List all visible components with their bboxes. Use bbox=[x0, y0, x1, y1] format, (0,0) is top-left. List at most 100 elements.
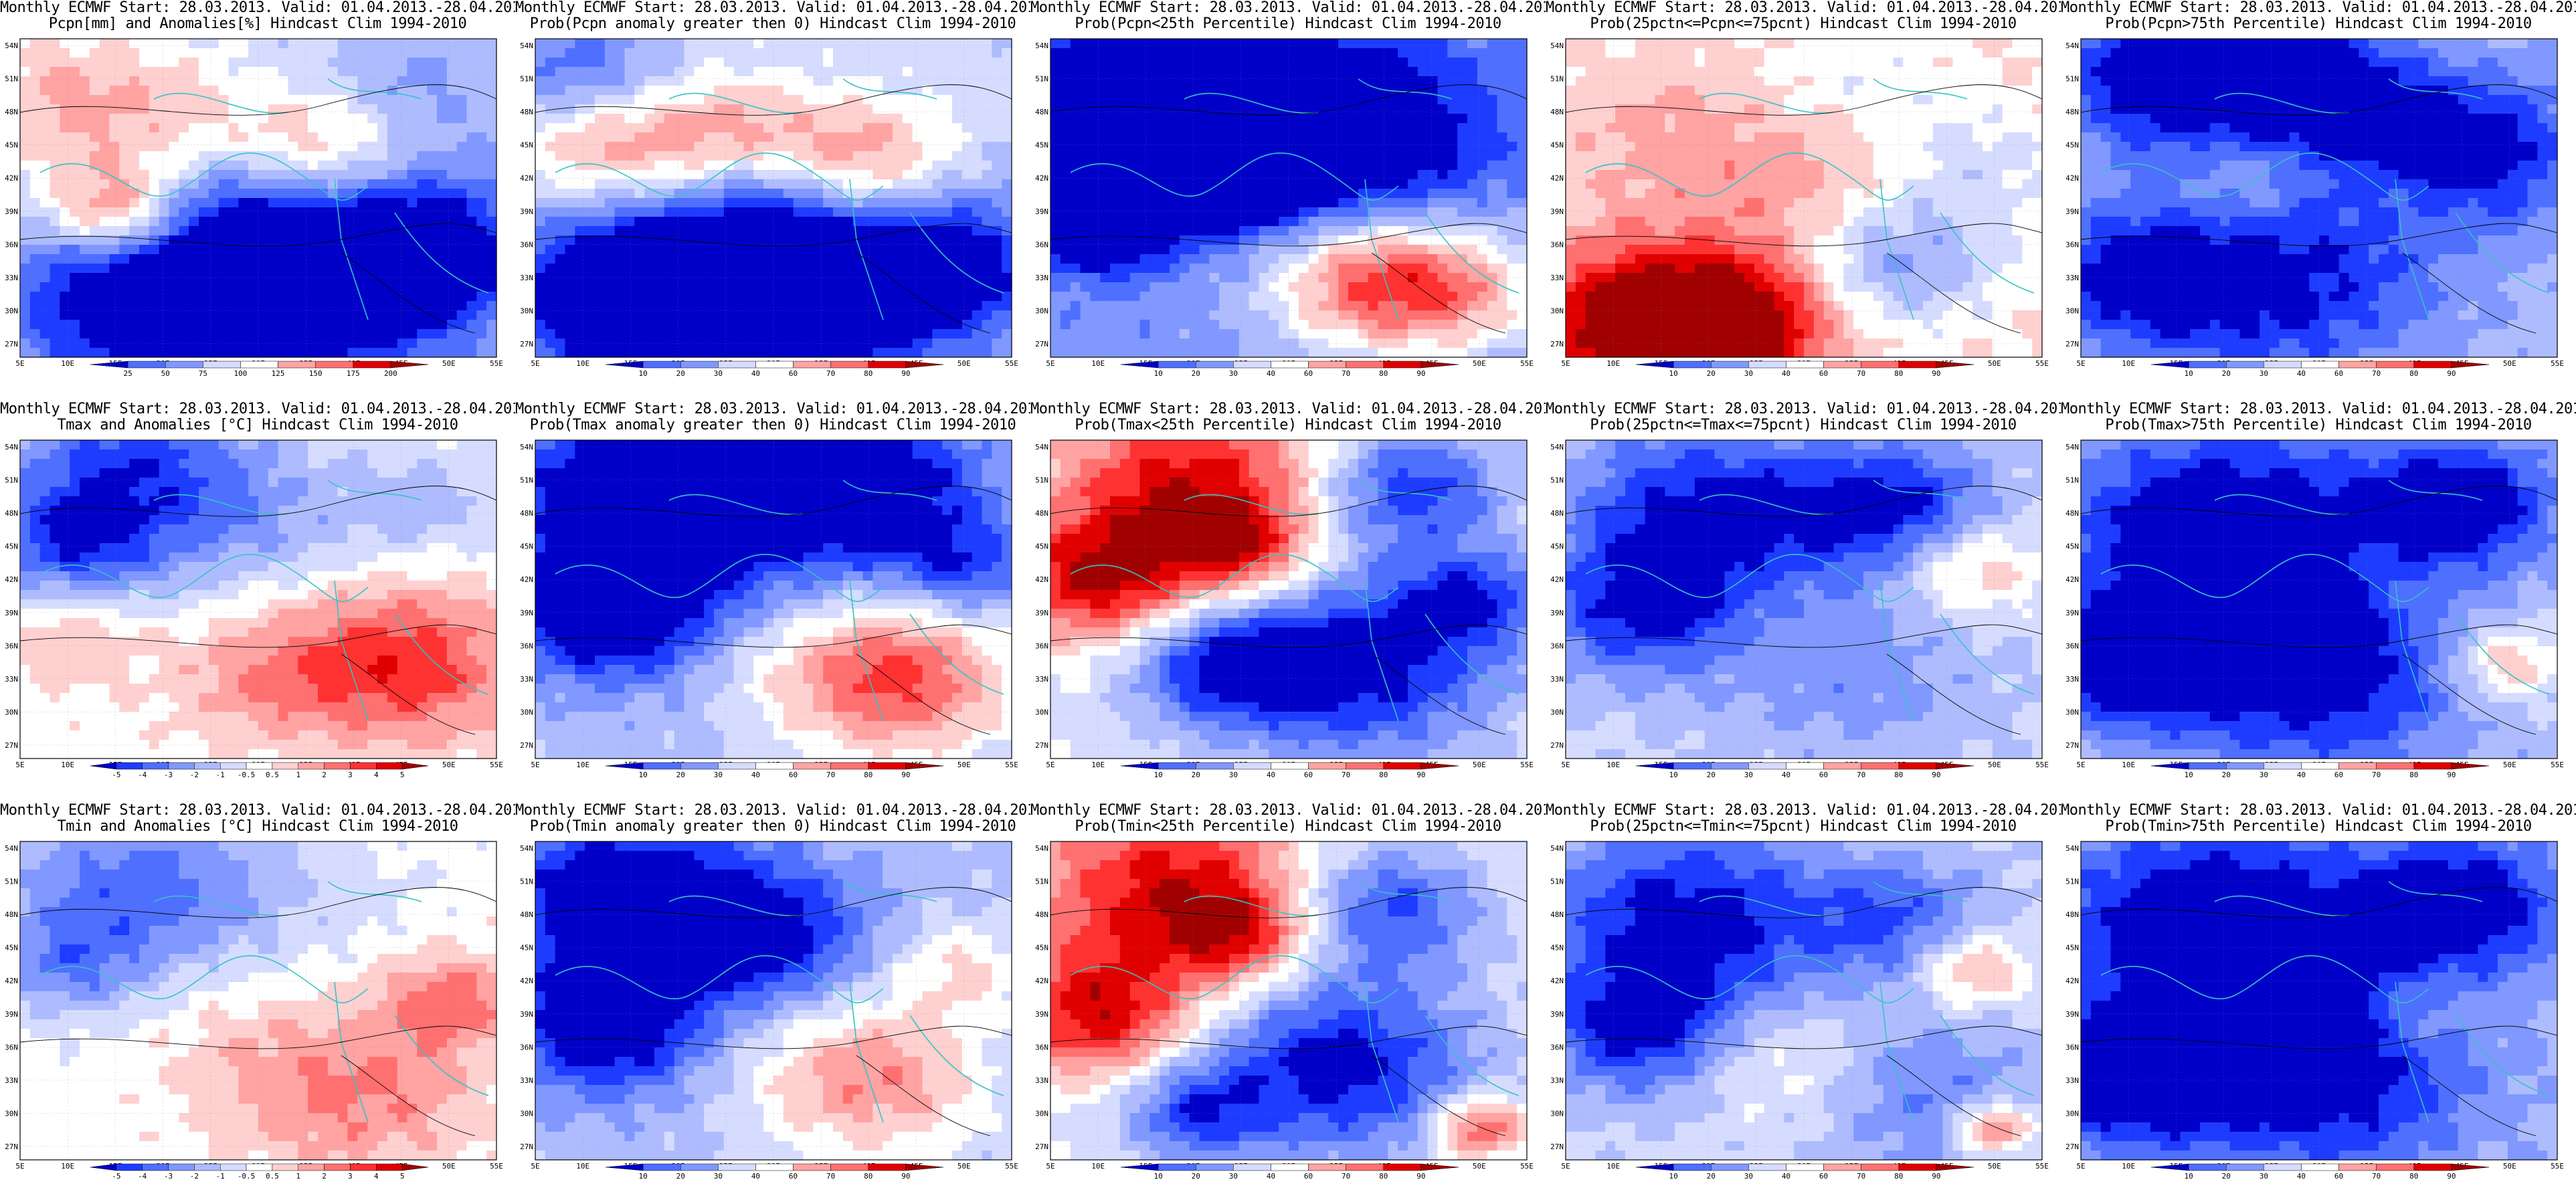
colorbar-box bbox=[1233, 762, 1271, 770]
colorbar-label: 20 bbox=[676, 771, 685, 779]
colorbar-label: 90 bbox=[2447, 369, 2456, 378]
colorbar-box bbox=[272, 1163, 299, 1171]
colorbar-label: 20 bbox=[1192, 771, 1200, 779]
colorbar-box bbox=[1861, 361, 1900, 369]
colorbar-box bbox=[1308, 361, 1346, 369]
panel-title: Monthly ECMWF Start: 28.03.2013. Valid: … bbox=[1546, 0, 2061, 32]
grid-lines bbox=[19, 39, 497, 357]
colorbar-label: 10 bbox=[2184, 771, 2193, 779]
colorbar-box bbox=[2451, 1163, 2490, 1171]
field-shading bbox=[1050, 39, 1528, 358]
map-frame bbox=[1050, 38, 1528, 358]
colorbar: 10 20 30 40 60 70 80 90 bbox=[605, 1163, 944, 1181]
lat-tick-label: 30N bbox=[2065, 708, 2079, 716]
lat-tick-label: 51N bbox=[5, 476, 18, 485]
colorbar-label: 40 bbox=[1267, 771, 1275, 779]
colorbar-box bbox=[868, 1163, 907, 1171]
panel-title: Monthly ECMWF Start: 28.03.2013. Valid: … bbox=[515, 803, 1030, 835]
contour-lines bbox=[2080, 84, 2558, 334]
map-figure: 54N51N48N45N42N39N36N33N30N27N5E10E15E20… bbox=[5, 841, 503, 1181]
map-panel-p04: Monthly ECMWF Start: 28.03.2013. Valid: … bbox=[2061, 0, 2576, 401]
colorbar-box bbox=[142, 1163, 169, 1171]
map-frame bbox=[2080, 38, 2558, 358]
colorbar-box bbox=[1195, 361, 1234, 369]
colorbar-box bbox=[2338, 1163, 2377, 1171]
lon-tick-label: 50E bbox=[1988, 761, 2001, 769]
lat-tick-label: 48N bbox=[520, 108, 533, 116]
colorbar: 10 20 30 40 60 70 80 90 bbox=[1120, 762, 1459, 779]
map-figure: 54N51N48N45N42N39N36N33N30N27N5E10E15E20… bbox=[5, 38, 503, 378]
panel-title: Monthly ECMWF Start: 28.03.2013. Valid: … bbox=[515, 0, 1030, 32]
colorbar-label: 10 bbox=[1669, 1172, 1677, 1181]
lat-tick-label: 45N bbox=[2065, 944, 2079, 952]
field-shading bbox=[1050, 440, 1528, 759]
lat-tick-label: 51N bbox=[1550, 878, 1564, 886]
colorbar-label: 80 bbox=[864, 369, 872, 378]
panel-title-line2: Prob(Tmin>75th Percentile) Hindcast Clim… bbox=[2061, 819, 2576, 835]
colorbar-label: -1 bbox=[216, 1172, 225, 1181]
panel-title-line2: Tmax and Anomalies [°C] Hindcast Clim 19… bbox=[0, 417, 515, 433]
lat-tick-label: 42N bbox=[1035, 977, 1048, 985]
colorbar: 10 20 30 40 60 70 80 90 bbox=[1635, 1163, 1974, 1181]
lat-tick-label: 27N bbox=[1035, 741, 1048, 750]
colorbar-box bbox=[142, 762, 169, 770]
lat-tick-label: 45N bbox=[2065, 141, 2079, 150]
lat-tick-label: 33N bbox=[1035, 1076, 1048, 1085]
contour-lines bbox=[535, 84, 1012, 334]
map-frame bbox=[2080, 841, 2558, 1161]
lon-tick-label: 55E bbox=[490, 761, 503, 769]
colorbar-label: 0.5 bbox=[266, 1172, 279, 1181]
lat-tick-label: 54N bbox=[1035, 443, 1048, 452]
colorbar-label: 30 bbox=[1229, 369, 1238, 378]
colorbar-box bbox=[642, 361, 681, 369]
lat-tick-label: 48N bbox=[520, 509, 533, 518]
lat-tick-label: 36N bbox=[1035, 641, 1048, 650]
colorbar-label: 0.5 bbox=[266, 771, 279, 779]
colorbar-label: 50 bbox=[161, 369, 170, 378]
colorbar-box bbox=[1383, 361, 1422, 369]
colorbar-box bbox=[1710, 1163, 1749, 1171]
lat-tick-label: 45N bbox=[520, 944, 533, 952]
lat-tick-label: 54N bbox=[520, 844, 533, 853]
colorbar-label: 60 bbox=[1819, 1172, 1828, 1181]
grid-lines bbox=[1565, 39, 2043, 357]
colorbar-box bbox=[680, 1163, 719, 1171]
lat-tick-label: 54N bbox=[1035, 844, 1048, 853]
colorbar-box bbox=[1898, 361, 1937, 369]
lat-tick-label: 45N bbox=[1550, 944, 1564, 952]
lat-tick-label: 48N bbox=[5, 108, 18, 116]
panel-title-line2: Pcpn[mm] and Anomalies[%] Hindcast Clim … bbox=[0, 16, 515, 32]
colorbar-label: 70 bbox=[2372, 771, 2381, 779]
colorbar-label: 30 bbox=[714, 1172, 723, 1181]
colorbar-box bbox=[1158, 762, 1196, 770]
colorbar-box bbox=[2225, 1163, 2264, 1171]
coastline bbox=[2100, 78, 2550, 320]
colorbar-label: 150 bbox=[309, 369, 323, 378]
lon-tick-label: 10E bbox=[576, 359, 589, 368]
colorbar-label: 40 bbox=[1782, 369, 1790, 378]
colorbar-label: 10 bbox=[638, 369, 647, 378]
colorbar: 10 20 30 40 60 70 80 90 bbox=[1635, 762, 1974, 779]
coastline bbox=[1585, 78, 2035, 320]
coastline bbox=[555, 480, 1004, 722]
coastline bbox=[1070, 78, 1520, 320]
field-shading bbox=[2081, 440, 2558, 759]
colorbar-label: 90 bbox=[1416, 1172, 1425, 1181]
colorbar-box bbox=[1271, 762, 1309, 770]
colorbar-label: 90 bbox=[2447, 771, 2456, 779]
colorbar-label: 80 bbox=[1894, 1172, 1903, 1181]
lat-tick-label: 33N bbox=[1550, 274, 1564, 282]
colorbar-box bbox=[868, 361, 907, 369]
colorbar-box bbox=[2376, 762, 2415, 770]
lon-tick-label: 5E bbox=[2076, 1162, 2085, 1171]
lat-tick-label: 42N bbox=[520, 977, 533, 985]
colorbar-label: 60 bbox=[1819, 771, 1828, 779]
map-panel-p23: Monthly ECMWF Start: 28.03.2013. Valid: … bbox=[1546, 803, 2061, 1204]
map-panel-p10: Monthly ECMWF Start: 28.03.2013. Valid: … bbox=[0, 401, 515, 803]
lon-tick-label: 10E bbox=[2122, 359, 2135, 368]
colorbar-label: 20 bbox=[1707, 1172, 1716, 1181]
panel-title-line1: Monthly ECMWF Start: 28.03.2013. Valid: … bbox=[515, 0, 1030, 16]
lat-tick-label: 48N bbox=[1550, 509, 1564, 518]
coastline bbox=[39, 480, 489, 722]
field-shading bbox=[20, 841, 497, 1161]
